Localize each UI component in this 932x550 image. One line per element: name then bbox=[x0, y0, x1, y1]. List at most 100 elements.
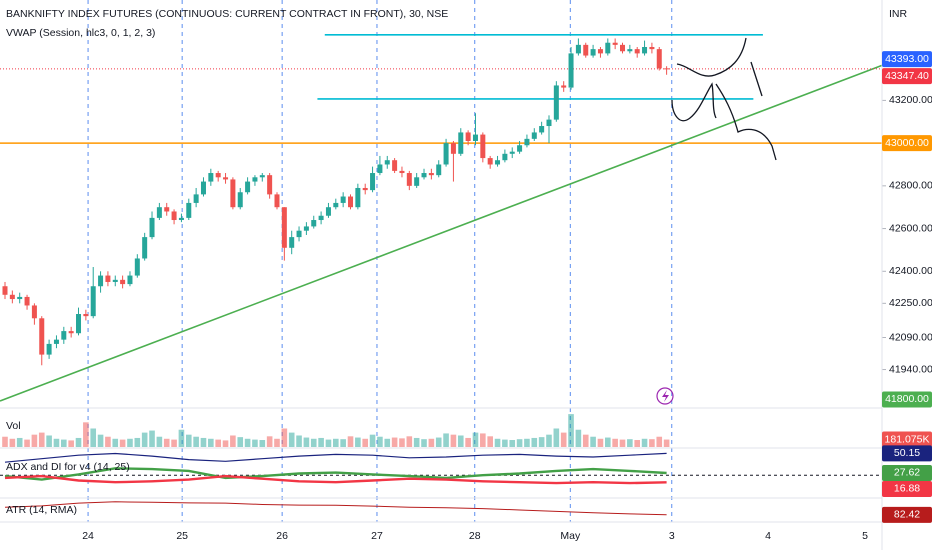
volume-bar bbox=[369, 434, 376, 447]
candle-body bbox=[450, 143, 456, 154]
volume-bar bbox=[413, 437, 420, 447]
volume-bar bbox=[97, 434, 104, 447]
candle-body bbox=[421, 173, 427, 178]
candle-body bbox=[575, 44, 581, 54]
indicator-line bbox=[4, 467, 667, 481]
volume-bar bbox=[472, 432, 479, 447]
candle-body bbox=[127, 275, 133, 285]
volume-bar bbox=[112, 438, 119, 447]
volume-bar bbox=[619, 439, 626, 447]
candle-body bbox=[443, 143, 449, 165]
hand-drawing bbox=[671, 37, 777, 161]
volume-bar bbox=[582, 434, 589, 447]
volume-bar bbox=[105, 436, 111, 447]
candle-body bbox=[318, 215, 324, 221]
candle-body bbox=[215, 173, 221, 178]
candle-body bbox=[664, 68, 670, 70]
volume-bar bbox=[222, 440, 229, 447]
volume-bar bbox=[465, 437, 471, 447]
volume-bar bbox=[318, 437, 324, 447]
x-tick-label: 25 bbox=[176, 530, 188, 542]
volume-bar bbox=[391, 437, 398, 447]
volume-bar bbox=[141, 432, 148, 447]
volume-bar bbox=[325, 439, 332, 447]
x-tick-label: 27 bbox=[371, 530, 383, 542]
y-tick-label: 43200.00 bbox=[889, 94, 932, 106]
indicator-label: VWAP (Session, hlc3, 0, 1, 2, 3) bbox=[6, 27, 155, 39]
icon-bolt bbox=[662, 390, 669, 402]
price-tag bbox=[882, 506, 932, 523]
candle-body bbox=[406, 173, 412, 186]
candle-body bbox=[267, 175, 273, 195]
candle-body bbox=[605, 42, 611, 54]
volume-bar bbox=[310, 438, 317, 447]
x-tick-label: 5 bbox=[862, 530, 868, 542]
price-tag-label: 41800.00 bbox=[885, 393, 929, 405]
volume-bar bbox=[46, 435, 52, 447]
candle-body bbox=[656, 49, 662, 69]
volume-bar bbox=[134, 437, 141, 447]
x-tick-label: 26 bbox=[276, 530, 288, 542]
volume-bar bbox=[428, 438, 435, 447]
candle-body bbox=[112, 279, 118, 282]
volume-bar bbox=[663, 439, 670, 447]
price-tags: 43393.00 43347.40 43000.00 41800.00 181.075K… bbox=[882, 51, 932, 523]
candle-body bbox=[46, 343, 52, 355]
volume-bar bbox=[553, 428, 560, 447]
candle-body bbox=[9, 294, 15, 300]
volume-bar bbox=[252, 439, 258, 447]
volume-bar bbox=[597, 438, 604, 447]
volume-bar bbox=[377, 436, 383, 447]
price-tag-label: 50.15 bbox=[894, 447, 920, 459]
candle-body bbox=[61, 331, 67, 340]
volume-bar bbox=[516, 439, 523, 447]
volume-bar bbox=[2, 436, 8, 447]
candle-body bbox=[274, 194, 280, 208]
candle-body bbox=[340, 196, 346, 203]
indicator-line bbox=[4, 474, 667, 485]
volume-bar bbox=[185, 434, 192, 447]
volume-bar bbox=[38, 432, 45, 447]
price-tag bbox=[882, 135, 932, 152]
candle-body bbox=[487, 158, 493, 165]
volume-bar bbox=[627, 439, 633, 447]
candle-body bbox=[259, 175, 265, 178]
y-tick-label: 41940.00 bbox=[889, 363, 932, 375]
volume-bar bbox=[178, 429, 185, 447]
candle-body bbox=[502, 153, 508, 161]
candle-body bbox=[568, 53, 574, 88]
volume-bar bbox=[612, 438, 618, 447]
volume-bar bbox=[487, 436, 493, 447]
volume-bar bbox=[163, 438, 170, 447]
volume-bar bbox=[340, 439, 346, 447]
candle-body bbox=[399, 170, 405, 174]
candle-body bbox=[230, 179, 236, 208]
volume-bar bbox=[649, 439, 655, 447]
price-tag bbox=[882, 480, 932, 497]
candle-body bbox=[612, 42, 618, 45]
volume-bar bbox=[656, 436, 663, 447]
candle-body bbox=[2, 286, 8, 295]
volume-bar bbox=[333, 438, 339, 447]
y-tick-label: 42400.00 bbox=[889, 265, 932, 277]
candle-body bbox=[627, 49, 633, 52]
candle-body bbox=[561, 85, 567, 88]
sketch bbox=[671, 82, 717, 122]
alert-icon[interactable] bbox=[656, 387, 674, 405]
currency: INR bbox=[889, 8, 908, 20]
volume-bar bbox=[31, 434, 38, 447]
price-tag bbox=[882, 68, 932, 85]
candle-body bbox=[634, 49, 640, 54]
volume-bar bbox=[457, 435, 464, 447]
volume-bar bbox=[435, 437, 442, 447]
candle-body bbox=[208, 173, 214, 182]
candle-body bbox=[480, 134, 486, 159]
volume-bar bbox=[399, 438, 405, 447]
volume-bar bbox=[560, 432, 567, 447]
candle-body bbox=[252, 177, 258, 182]
chart-title: BANKNIFTY INDEX FUTURES (CONTINUOUS: CUR… bbox=[6, 8, 448, 20]
x-tick-label: 4 bbox=[765, 530, 771, 542]
candle-body bbox=[245, 181, 251, 193]
candle-body bbox=[296, 230, 302, 238]
volume-bar bbox=[259, 440, 266, 447]
